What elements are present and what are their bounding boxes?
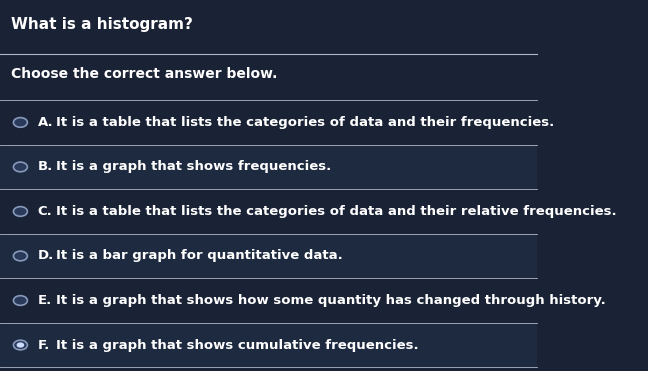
FancyBboxPatch shape bbox=[0, 100, 537, 145]
Circle shape bbox=[14, 251, 27, 261]
Text: E.: E. bbox=[38, 294, 52, 307]
Text: It is a table that lists the categories of data and their relative frequencies.: It is a table that lists the categories … bbox=[56, 205, 617, 218]
Circle shape bbox=[14, 340, 27, 350]
FancyBboxPatch shape bbox=[0, 145, 537, 189]
FancyBboxPatch shape bbox=[0, 278, 537, 323]
Text: It is a graph that shows cumulative frequencies.: It is a graph that shows cumulative freq… bbox=[56, 338, 419, 352]
Text: A.: A. bbox=[38, 116, 53, 129]
Circle shape bbox=[14, 296, 27, 305]
Circle shape bbox=[14, 207, 27, 216]
Text: B.: B. bbox=[38, 160, 53, 174]
Text: It is a graph that shows how some quantity has changed through history.: It is a graph that shows how some quanti… bbox=[56, 294, 606, 307]
Text: It is a bar graph for quantitative data.: It is a bar graph for quantitative data. bbox=[56, 249, 343, 263]
Circle shape bbox=[14, 118, 27, 127]
Text: Choose the correct answer below.: Choose the correct answer below. bbox=[11, 67, 277, 81]
FancyBboxPatch shape bbox=[0, 189, 537, 234]
Circle shape bbox=[14, 162, 27, 172]
FancyBboxPatch shape bbox=[0, 234, 537, 278]
Text: F.: F. bbox=[38, 338, 50, 352]
Circle shape bbox=[17, 342, 24, 348]
Text: D.: D. bbox=[38, 249, 54, 263]
Text: It is a graph that shows frequencies.: It is a graph that shows frequencies. bbox=[56, 160, 332, 174]
Text: C.: C. bbox=[38, 205, 52, 218]
Text: What is a histogram?: What is a histogram? bbox=[11, 17, 192, 32]
Text: It is a table that lists the categories of data and their frequencies.: It is a table that lists the categories … bbox=[56, 116, 555, 129]
FancyBboxPatch shape bbox=[0, 323, 537, 367]
